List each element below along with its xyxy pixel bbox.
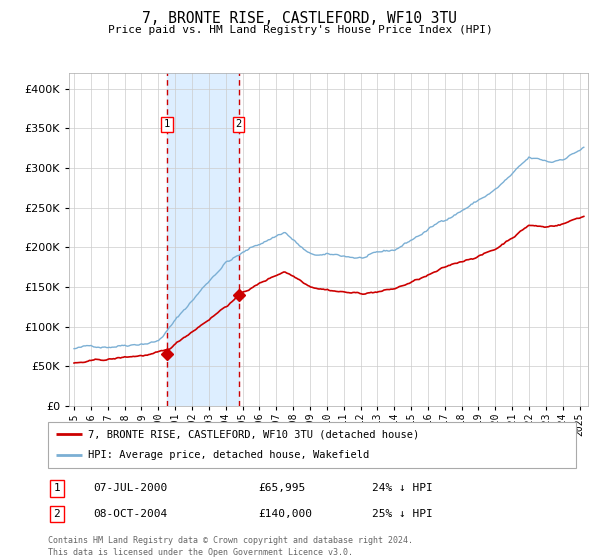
Text: 1: 1: [164, 119, 170, 129]
Text: 7, BRONTE RISE, CASTLEFORD, WF10 3TU (detached house): 7, BRONTE RISE, CASTLEFORD, WF10 3TU (de…: [88, 429, 419, 439]
Text: 2: 2: [236, 119, 242, 129]
Text: 24% ↓ HPI: 24% ↓ HPI: [372, 483, 433, 493]
Text: Contains HM Land Registry data © Crown copyright and database right 2024.: Contains HM Land Registry data © Crown c…: [48, 536, 413, 545]
Text: 25% ↓ HPI: 25% ↓ HPI: [372, 509, 433, 519]
Text: 1: 1: [53, 483, 61, 493]
Text: This data is licensed under the Open Government Licence v3.0.: This data is licensed under the Open Gov…: [48, 548, 353, 557]
Text: £65,995: £65,995: [258, 483, 305, 493]
Text: HPI: Average price, detached house, Wakefield: HPI: Average price, detached house, Wake…: [88, 450, 369, 460]
Bar: [167, 73, 239, 406]
Text: 07-JUL-2000: 07-JUL-2000: [93, 483, 167, 493]
Text: Price paid vs. HM Land Registry's House Price Index (HPI): Price paid vs. HM Land Registry's House …: [107, 25, 493, 35]
Text: 7, BRONTE RISE, CASTLEFORD, WF10 3TU: 7, BRONTE RISE, CASTLEFORD, WF10 3TU: [143, 11, 458, 26]
Text: £140,000: £140,000: [258, 509, 312, 519]
Text: 08-OCT-2004: 08-OCT-2004: [93, 509, 167, 519]
FancyBboxPatch shape: [48, 422, 576, 468]
Text: 2: 2: [53, 509, 61, 519]
